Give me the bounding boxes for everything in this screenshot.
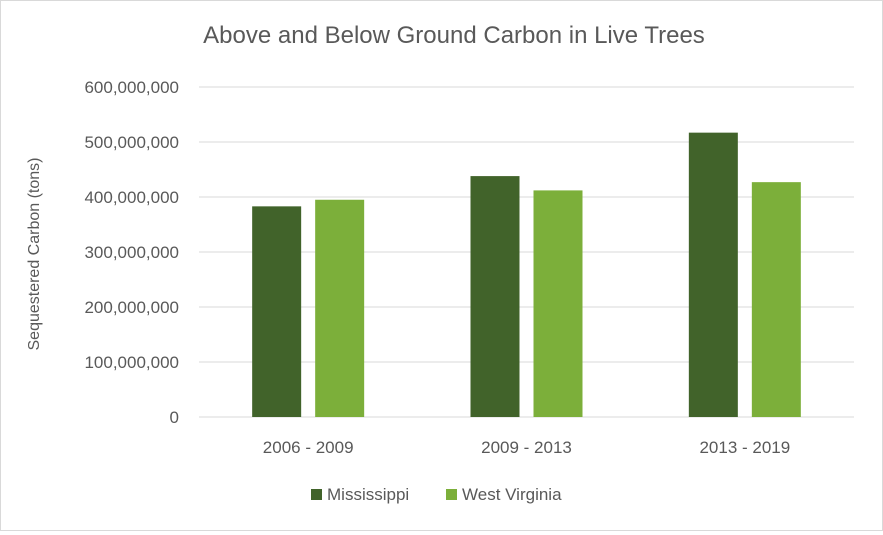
x-axis-ticks: 2006 - 2009 2009 - 2013 2013 - 2019 (263, 438, 790, 457)
x-tick-label: 2013 - 2019 (699, 438, 790, 457)
x-tick-label: 2006 - 2009 (263, 438, 354, 457)
y-tick-label: 200,000,000 (84, 298, 179, 317)
y-tick-label: 500,000,000 (84, 133, 179, 152)
y-axis-ticks: 0 100,000,000 200,000,000 300,000,000 400,00… (84, 78, 179, 427)
chart-title: Above and Below Ground Carbon in Live Tr… (203, 22, 705, 49)
legend-label: Mississippi (327, 485, 409, 504)
bar-mississippi (470, 176, 520, 417)
legend: Mississippi West Virginia (311, 485, 562, 504)
y-tick-label: 600,000,000 (84, 78, 179, 97)
bar-mississippi (252, 206, 302, 417)
bar-west-virginia (751, 182, 801, 417)
bar-west-virginia (315, 199, 365, 417)
legend-swatch (311, 489, 322, 500)
x-tick-label: 2009 - 2013 (481, 438, 572, 457)
y-tick-label: 100,000,000 (84, 353, 179, 372)
y-axis-title: Sequestered Carbon (tons) (26, 158, 43, 351)
gridlines (199, 86, 854, 418)
bar-mississippi (688, 132, 738, 417)
y-tick-label: 300,000,000 (84, 243, 179, 262)
legend-swatch (446, 489, 457, 500)
y-tick-label: 0 (170, 408, 179, 427)
bar-west-virginia (533, 190, 583, 417)
y-tick-label: 400,000,000 (84, 188, 179, 207)
bars (252, 132, 801, 417)
legend-label: West Virginia (462, 485, 562, 504)
